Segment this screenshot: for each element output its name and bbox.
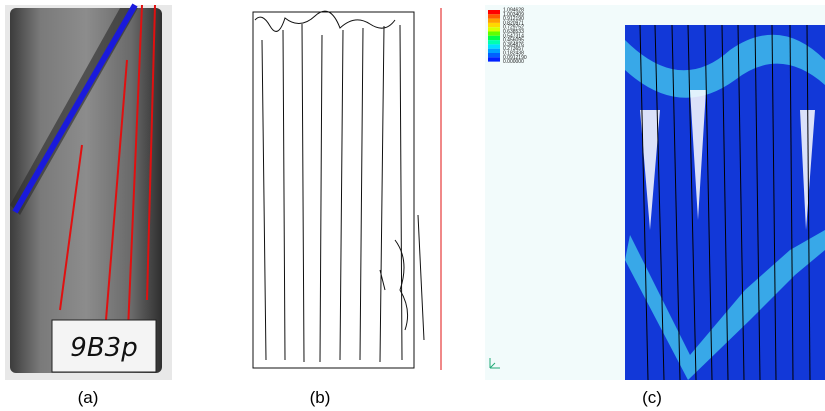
crack-sketch [261, 23, 403, 363]
legend-swatch [488, 57, 500, 62]
legend: 1.0946281.0034090.9121900.8209710.729752… [488, 8, 527, 65]
legend-label: 0.456095 [503, 38, 524, 44]
legend-swatch [488, 44, 500, 49]
legend-swatch [488, 22, 500, 28]
legend-swatch [488, 35, 500, 41]
legend-label: 0.0912190 [503, 55, 527, 61]
label-card [51, 319, 157, 373]
legend-label: 0.273657 [503, 46, 524, 52]
legend-label: 1.003409 [503, 12, 524, 18]
panel-c: 1.0946281.0034090.9121900.8209710.729752… [485, 5, 825, 381]
legend-swatch [488, 27, 500, 32]
legend-swatch [488, 40, 500, 45]
legend-swatch [488, 18, 500, 23]
crack-line [127, 4, 143, 331]
legend-swatch [488, 53, 500, 58]
panel-caption: (c) [642, 388, 662, 407]
crack-line [146, 4, 156, 301]
axis-triad [489, 358, 500, 369]
panel-a: 9B3p [5, 3, 172, 380]
panel-caption: (b) [310, 388, 331, 407]
damage-band [625, 34, 825, 98]
element-lines [639, 24, 811, 381]
legend-label: 0.547314 [503, 33, 524, 39]
legend-label: 0.000000 [503, 59, 524, 65]
legend-swatch [488, 14, 500, 19]
legend-swatch [488, 10, 500, 15]
crack-sketch [254, 10, 396, 32]
crack-line [59, 144, 83, 311]
shear-plane-line [12, 3, 138, 214]
legend-label: 0.820971 [503, 20, 524, 26]
crack-sketch [379, 214, 425, 341]
legend-swatch [488, 31, 500, 36]
specimen-outline [252, 11, 415, 369]
legend-swatch [488, 48, 500, 53]
legend-label: 0.182438 [503, 51, 524, 57]
legend-label: 0.912190 [503, 16, 524, 22]
legend-label: 1.094628 [503, 8, 524, 14]
legend-label: 0.638533 [503, 29, 524, 35]
legend-label: 0.729752 [503, 25, 524, 31]
panel-caption: (a) [78, 388, 99, 407]
panel-b [252, 10, 425, 369]
legend-label: 0.364876 [503, 42, 524, 48]
crack-line [105, 59, 128, 321]
specimen-label: 9B3p [70, 333, 137, 363]
